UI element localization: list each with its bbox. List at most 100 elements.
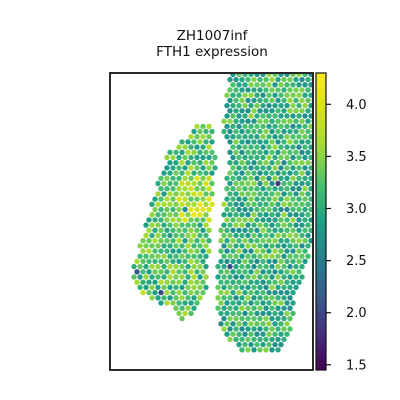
- expression-spot: [194, 144, 200, 150]
- expression-spot: [278, 186, 284, 192]
- expression-spot: [260, 102, 266, 109]
- expression-spot: [272, 300, 278, 306]
- expression-spot: [200, 248, 206, 254]
- expression-spot: [236, 269, 242, 275]
- expression-spot: [239, 347, 245, 353]
- expression-spot: [143, 284, 149, 291]
- expression-spot: [254, 92, 260, 98]
- expression-spot: [242, 321, 248, 327]
- expression-spot: [278, 113, 284, 119]
- expression-spot: [251, 191, 257, 197]
- expression-spot: [260, 123, 266, 130]
- expression-spot: [299, 253, 305, 259]
- expression-spot: [221, 212, 227, 218]
- expression-spot: [170, 238, 176, 244]
- expression-spot: [242, 186, 248, 192]
- expression-spot: [170, 196, 176, 202]
- expression-spot: [281, 76, 287, 83]
- expression-spot: [254, 154, 260, 161]
- expression-spot: [299, 263, 305, 270]
- expression-spot: [284, 300, 290, 306]
- expression-spot: [239, 336, 245, 343]
- expression-spot: [302, 217, 308, 223]
- expression-spot: [308, 196, 312, 202]
- expression-spot: [182, 279, 188, 285]
- expression-spot: [281, 263, 287, 270]
- expression-spot: [197, 191, 203, 197]
- expression-spot: [263, 170, 269, 176]
- expression-spot: [185, 253, 191, 259]
- expression-spot: [302, 92, 308, 98]
- expression-spot: [176, 289, 182, 296]
- expression-spot: [173, 253, 179, 259]
- expression-spot: [287, 295, 293, 301]
- expression-spot: [191, 170, 197, 176]
- expression-spot: [302, 61, 307, 66]
- expression-spot: [173, 201, 179, 207]
- expression-spot: [278, 227, 284, 233]
- expression-spot: [164, 206, 170, 213]
- expression-spot: [263, 201, 269, 207]
- expression-spot: [239, 191, 245, 197]
- expression-spot: [158, 279, 164, 285]
- expression-spot: [167, 191, 173, 197]
- expression-spot: [257, 160, 263, 166]
- expression-spot: [257, 97, 263, 104]
- expression-spot: [188, 186, 194, 192]
- expression-spot: [290, 310, 296, 317]
- expression-spot: [161, 295, 167, 301]
- expression-spot: [152, 217, 158, 223]
- expression-spot: [302, 165, 308, 171]
- expression-spot: [287, 201, 293, 207]
- expression-spot: [188, 154, 194, 161]
- expression-spot: [251, 76, 257, 83]
- expression-spot: [290, 74, 296, 78]
- expression-spot: [236, 165, 242, 171]
- expression-spot: [224, 321, 230, 327]
- expression-spot: [164, 227, 170, 233]
- expression-spot: [272, 61, 277, 66]
- expression-spot: [188, 217, 194, 223]
- expression-spot: [140, 289, 146, 296]
- expression-spot: [299, 67, 304, 72]
- expression-spot: [281, 180, 287, 187]
- expression-spot: [239, 139, 245, 145]
- expression-spot: [194, 217, 200, 223]
- expression-spot: [272, 154, 278, 161]
- expression-spot: [305, 170, 311, 176]
- expression-spot: [281, 118, 287, 124]
- expression-spot: [239, 222, 245, 228]
- expression-spot: [248, 217, 254, 223]
- expression-spot: [281, 191, 287, 197]
- expression-spot: [155, 274, 161, 280]
- expression-spot: [290, 102, 296, 109]
- expression-spot: [251, 274, 257, 280]
- expression-spot: [227, 191, 233, 197]
- expression-spot: [134, 279, 140, 285]
- expression-spot: [254, 310, 260, 317]
- expression-spot: [203, 180, 209, 187]
- expression-spot: [203, 201, 209, 207]
- expression-spot: [158, 258, 164, 265]
- expression-spot: [188, 206, 194, 213]
- expression-spot: [188, 196, 194, 202]
- expression-spot: [227, 315, 233, 322]
- expression-spot: [257, 76, 263, 83]
- expression-spot: [257, 212, 263, 218]
- expression-spot: [293, 191, 299, 197]
- expression-spot: [275, 274, 281, 280]
- expression-spot: [284, 217, 290, 223]
- expression-spot: [188, 289, 194, 296]
- expression-spot: [134, 269, 140, 275]
- expression-spot: [242, 206, 248, 213]
- expression-spot: [287, 108, 293, 114]
- expression-spot: [245, 326, 251, 332]
- expression-spot: [272, 331, 278, 337]
- expression-spot: [254, 113, 260, 119]
- expression-spot: [266, 165, 272, 171]
- expression-spot: [176, 248, 182, 254]
- expression-spot: [269, 284, 275, 291]
- expression-spot: [218, 238, 224, 244]
- expression-spot: [248, 238, 254, 244]
- expression-spot: [194, 154, 200, 161]
